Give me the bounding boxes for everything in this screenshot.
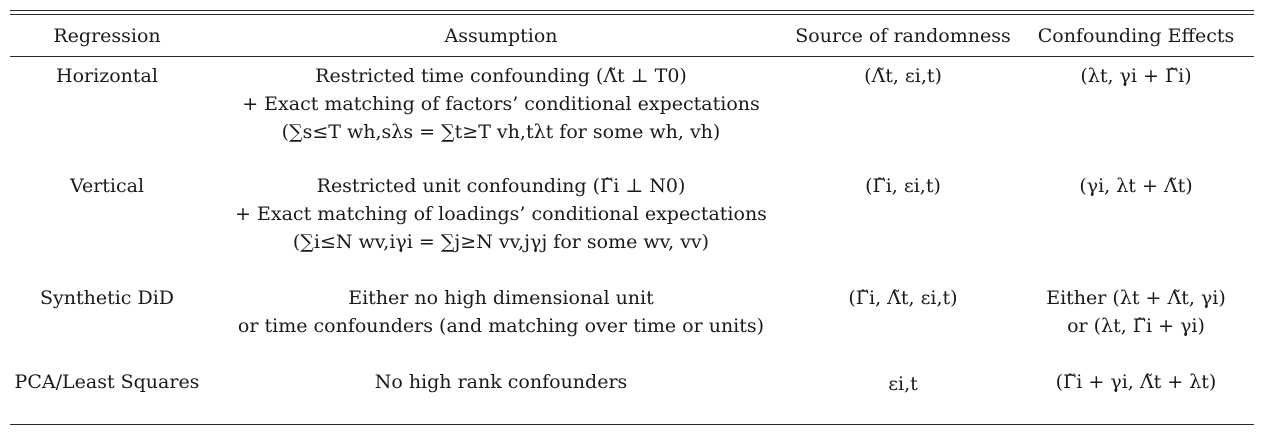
top-rule-2 xyxy=(10,14,1254,15)
row-synthetic-did-assumption: Either no high dimensional unit or time … xyxy=(238,284,764,340)
header-source: Source of randomness xyxy=(795,25,1011,47)
row-synthetic-did-regression: Synthetic DiD xyxy=(39,287,175,309)
assumption-line: + Exact matching of factors’ conditional… xyxy=(242,93,760,115)
header-assumption: Assumption xyxy=(444,25,558,47)
assumption-line: (∑s≤T wh,sλs = ∑t≥T vh,tλt for some wh, … xyxy=(281,121,721,143)
assumption-line: No high rank confounders xyxy=(374,371,628,393)
top-rule-1 xyxy=(10,10,1254,11)
row-pca-confounding: (Γ̃i + γi, Λ̃t + λt) xyxy=(1056,368,1217,396)
row-pca-assumption: No high rank confounders xyxy=(375,368,628,396)
assumption-line: or time confounders (and matching over t… xyxy=(237,315,765,337)
row-pca-source: εi,t xyxy=(888,373,918,395)
row-synthetic-did-source: (Γ̃i, Λ̃t, εi,t) xyxy=(848,287,958,309)
row-horizontal-assumption: Restricted time confounding (Λ̃t ⊥ T0) +… xyxy=(242,62,760,146)
bottom-rule xyxy=(10,424,1254,425)
confounding-line: or (λt, Γ̃i + γi) xyxy=(1067,315,1205,337)
confounding-line: (Γ̃i + γi, Λ̃t + λt) xyxy=(1055,371,1217,393)
row-horizontal-source: (Λ̃t, εi,t) xyxy=(864,65,942,87)
row-vertical-regression: Vertical xyxy=(69,175,145,197)
assumption-line: + Exact matching of loadings’ conditiona… xyxy=(235,203,767,225)
assumption-line: Restricted unit confounding (Γ̃i ⊥ N0) xyxy=(316,175,686,197)
row-vertical-source: (Γ̃i, εi,t) xyxy=(865,175,941,197)
row-horizontal-confounding: (λt, γi + Γ̃i) xyxy=(1080,62,1191,90)
row-horizontal-regression: Horizontal xyxy=(56,65,158,87)
header-regression: Regression xyxy=(53,25,161,47)
header-confounding: Confounding Effects xyxy=(1037,25,1235,47)
assumption-line: Restricted time confounding (Λ̃t ⊥ T0) xyxy=(315,65,687,87)
row-vertical-assumption: Restricted unit confounding (Γ̃i ⊥ N0) +… xyxy=(235,172,767,256)
header-rule xyxy=(10,56,1254,57)
confounding-line: (γi, λt + Λ̃t) xyxy=(1079,175,1193,197)
confounding-line: (λt, γi + Γ̃i) xyxy=(1080,65,1192,87)
row-synthetic-did-confounding: Either (λt + Λ̃t, γi) or (λt, Γ̃i + γi) xyxy=(1046,284,1226,340)
row-vertical-confounding: (γi, λt + Λ̃t) xyxy=(1079,172,1192,200)
assumption-line: (∑i≤N wv,iγi = ∑j≥N vv,jγj for some wv, … xyxy=(292,231,710,253)
confounding-line: Either (λt + Λ̃t, γi) xyxy=(1046,287,1226,309)
row-pca-regression: PCA/Least Squares xyxy=(14,371,200,393)
assumption-line: Either no high dimensional unit xyxy=(348,287,654,309)
